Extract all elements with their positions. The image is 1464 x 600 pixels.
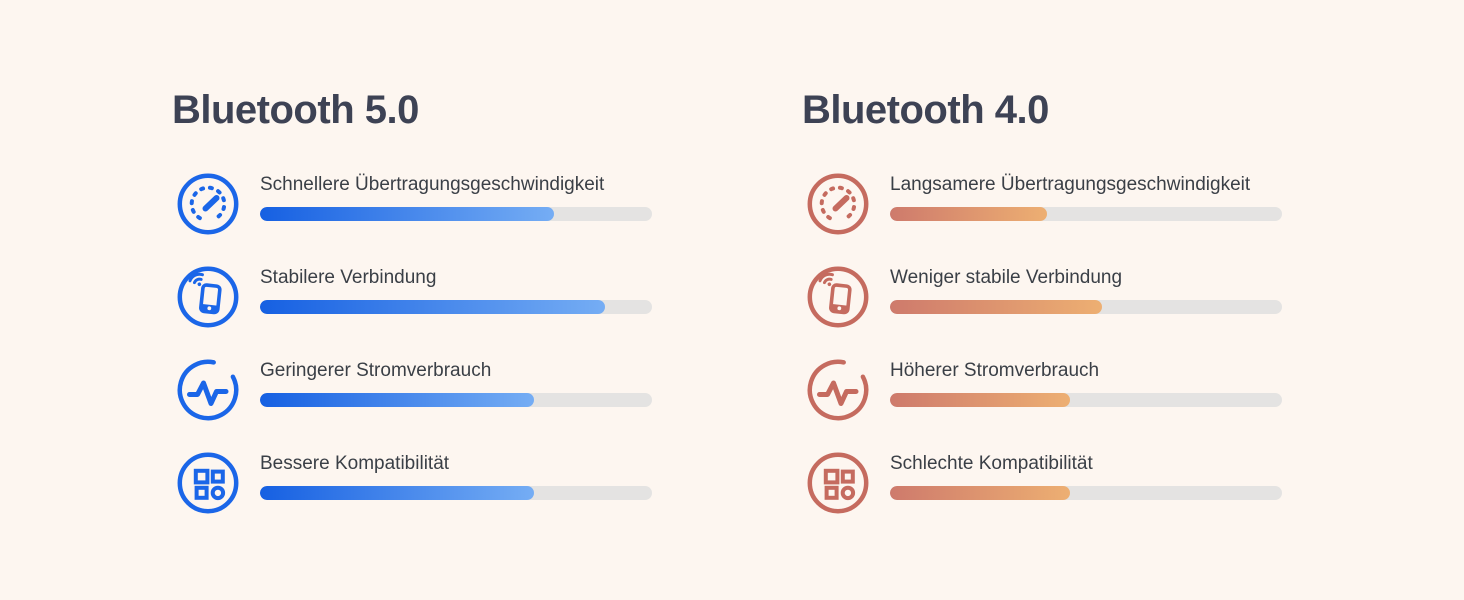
rating-bar-fill <box>260 207 554 221</box>
feature-row-connection: Stabilere Verbindung <box>172 265 672 329</box>
phone-wireless-icon <box>176 265 240 329</box>
speedometer-icon <box>176 172 240 236</box>
feature-row-speed: Langsamere Übertragungsgeschwindigkeit <box>802 172 1302 236</box>
rating-bar-track <box>260 486 652 500</box>
pulse-icon <box>806 358 870 422</box>
feature-content: Bessere Kompatibilität <box>260 451 652 500</box>
rating-bar-fill <box>890 486 1071 500</box>
feature-content: Geringerer Stromverbrauch <box>260 358 652 407</box>
feature-row-speed: Schnellere Übertragungsgeschwindigkeit <box>172 172 672 236</box>
rating-bar-track <box>890 300 1282 314</box>
feature-row-power: Geringerer Stromverbrauch <box>172 358 672 422</box>
rating-bar-fill <box>890 207 1047 221</box>
feature-label: Langsamere Übertragungsgeschwindigkeit <box>890 174 1251 195</box>
column-title-bluetooth-5: Bluetooth 5.0 <box>172 88 419 132</box>
rating-bar-track <box>890 207 1282 221</box>
bluetooth-5-column: Bluetooth 5.0 Schnellere Übertragungsges… <box>172 88 672 515</box>
pulse-icon <box>176 358 240 422</box>
rating-bar-fill <box>260 300 605 314</box>
rating-bar-track <box>260 207 652 221</box>
feature-content: Schlechte Kompatibilität <box>890 451 1282 500</box>
speedometer-icon <box>806 172 870 236</box>
feature-label: Stabilere Verbindung <box>260 267 437 288</box>
rating-bar-track <box>890 393 1282 407</box>
feature-content: Langsamere Übertragungsgeschwindigkeit <box>890 172 1282 221</box>
feature-row-connection: Weniger stabile Verbindung <box>802 265 1302 329</box>
grid-icon <box>176 451 240 515</box>
rating-bar-fill <box>260 486 535 500</box>
feature-row-power: Höherer Stromverbrauch <box>802 358 1302 422</box>
phone-wireless-icon <box>806 265 870 329</box>
feature-list: Langsamere Übertragungsgeschwindigkeit W… <box>802 172 1302 515</box>
feature-label: Schnellere Übertragungsgeschwindigkeit <box>260 174 605 195</box>
feature-row-compatibility: Bessere Kompatibilität <box>172 451 672 515</box>
rating-bar-track <box>260 393 652 407</box>
rating-bar-fill <box>260 393 535 407</box>
feature-row-compatibility: Schlechte Kompatibilität <box>802 451 1302 515</box>
rating-bar-track <box>260 300 652 314</box>
feature-label: Schlechte Kompatibilität <box>890 453 1093 474</box>
feature-content: Weniger stabile Verbindung <box>890 265 1282 314</box>
rating-bar-fill <box>890 300 1102 314</box>
feature-label: Höherer Stromverbrauch <box>890 360 1100 381</box>
feature-label: Geringerer Stromverbrauch <box>260 360 492 381</box>
column-title-bluetooth-4: Bluetooth 4.0 <box>802 88 1049 132</box>
feature-content: Stabilere Verbindung <box>260 265 652 314</box>
grid-icon <box>806 451 870 515</box>
rating-bar-fill <box>890 393 1071 407</box>
feature-list: Schnellere Übertragungsgeschwindigkeit S… <box>172 172 672 515</box>
feature-content: Höherer Stromverbrauch <box>890 358 1282 407</box>
feature-label: Weniger stabile Verbindung <box>890 267 1123 288</box>
feature-content: Schnellere Übertragungsgeschwindigkeit <box>260 172 652 221</box>
bluetooth-4-column: Bluetooth 4.0 Langsamere Übertragungsges… <box>802 88 1302 515</box>
rating-bar-track <box>890 486 1282 500</box>
feature-label: Bessere Kompatibilität <box>260 453 450 474</box>
